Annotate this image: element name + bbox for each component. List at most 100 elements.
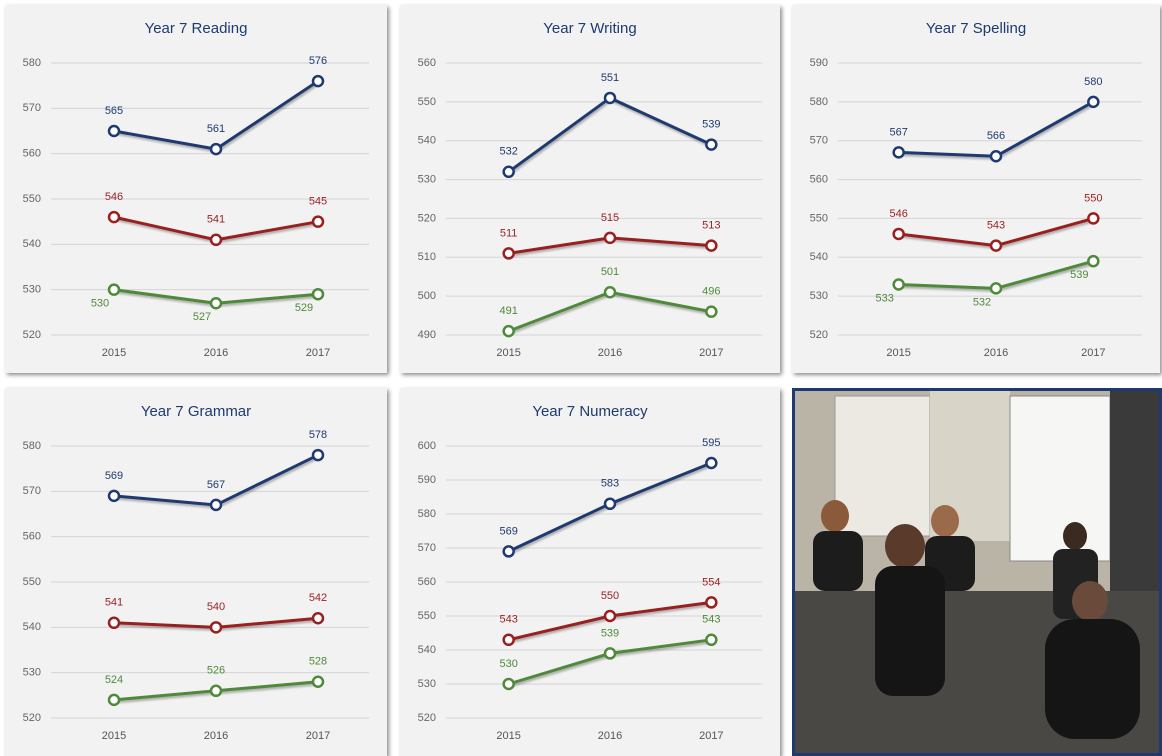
data-point: [705, 239, 718, 252]
data-point: [107, 210, 121, 224]
data-label: 539: [702, 119, 720, 131]
y-tick-label: 580: [418, 508, 436, 520]
data-point: [502, 247, 515, 260]
data-label: 554: [702, 576, 720, 588]
data-point: [209, 684, 223, 698]
x-tick-label: 2015: [886, 347, 910, 359]
data-label: 550: [1084, 192, 1102, 204]
data-label: 569: [499, 525, 517, 537]
data-point: [1087, 254, 1100, 268]
data-label: 526: [207, 665, 225, 677]
y-tick-label: 530: [810, 290, 828, 302]
y-tick-label: 540: [23, 621, 41, 633]
chart-title: Year 7 Reading: [145, 20, 248, 37]
chart: Year 7 Writing 490 500 510 520 530 540 550 560 20…: [418, 20, 762, 359]
data-label: 550: [601, 590, 619, 602]
data-point: [989, 150, 1003, 163]
y-tick-label: 530: [418, 678, 436, 690]
chart-panel: Year 7 Numeracy 520 530 540 550 560 570 580 590 6…: [400, 388, 780, 756]
data-point: [311, 675, 325, 688]
data-point: [989, 282, 1003, 295]
x-tick-label: 2017: [699, 730, 723, 742]
data-label: 565: [105, 105, 123, 117]
data-point: [502, 324, 515, 338]
data-label: 543: [499, 614, 517, 626]
y-tick-label: 550: [23, 576, 41, 588]
y-tick-label: 560: [418, 57, 436, 69]
chart-title: Year 7 Numeracy: [532, 403, 648, 420]
y-tick-label: 550: [23, 193, 41, 205]
data-label: 529: [295, 302, 313, 314]
data-label: 530: [499, 658, 517, 670]
data-label: 543: [702, 614, 720, 626]
chart: Year 7 Numeracy 520 530 540 550 560 570 580 590 6…: [418, 403, 762, 742]
y-tick-label: 580: [23, 57, 41, 69]
photo-drawing: [795, 391, 1159, 753]
chart-panel: Year 7 Reading 520 530 540 550 560 570 580 2015 2…: [5, 5, 387, 373]
data-label: 527: [193, 311, 211, 323]
y-tick-label: 520: [418, 212, 436, 224]
y-tick-label: 560: [23, 531, 41, 543]
data-point: [1087, 95, 1100, 109]
y-tick-label: 600: [418, 440, 436, 452]
data-point: [603, 231, 617, 245]
data-point: [603, 609, 617, 623]
y-tick-label: 560: [23, 148, 41, 160]
data-label: 567: [889, 126, 907, 138]
data-label: 532: [973, 296, 991, 308]
series-line: [508, 638, 712, 686]
data-label: 511: [500, 227, 518, 239]
y-tick-label: 590: [418, 474, 436, 486]
y-tick-label: 590: [810, 57, 828, 69]
y-tick-label: 520: [810, 329, 828, 341]
data-label: 542: [309, 592, 327, 604]
data-point: [209, 621, 223, 634]
data-label: 539: [601, 627, 619, 639]
y-tick-label: 550: [418, 610, 436, 622]
chart: Year 7 Grammar 520 530 540 550 560 570 580 2015 2…: [23, 403, 369, 742]
data-label: 569: [105, 470, 123, 482]
data-point: [311, 215, 325, 228]
y-tick-label: 550: [418, 96, 436, 108]
data-point: [209, 297, 223, 310]
data-label: 528: [309, 656, 327, 668]
y-tick-label: 520: [418, 712, 436, 724]
y-tick-label: 580: [810, 96, 828, 108]
data-label: 533: [875, 292, 893, 304]
x-tick-label: 2017: [306, 730, 330, 742]
y-tick-label: 550: [810, 212, 828, 224]
data-point: [705, 456, 718, 470]
data-label: 501: [601, 266, 619, 278]
data-label: 541: [105, 597, 123, 609]
data-point: [603, 647, 617, 660]
y-tick-label: 510: [418, 251, 436, 263]
data-point: [107, 124, 121, 138]
data-point: [603, 91, 617, 105]
data-point: [107, 283, 121, 296]
data-label: 561: [207, 123, 225, 135]
chart-title: Year 7 Spelling: [926, 20, 1026, 37]
data-point: [209, 142, 223, 156]
y-tick-label: 560: [810, 173, 828, 185]
series-line: [113, 79, 319, 151]
y-tick-label: 520: [23, 712, 41, 724]
data-label: 532: [499, 146, 517, 158]
y-tick-label: 570: [23, 102, 41, 114]
y-tick-label: 540: [418, 644, 436, 656]
data-point: [311, 448, 325, 462]
classroom-photo: [792, 388, 1162, 756]
chart-panel: Year 7 Grammar 520 530 540 550 560 570 580 2015 2…: [5, 388, 387, 756]
data-point: [989, 239, 1003, 252]
data-label: 540: [207, 601, 225, 613]
chart-title: Year 7 Writing: [543, 20, 636, 37]
y-tick-label: 530: [418, 173, 436, 185]
data-point: [107, 693, 121, 707]
data-point: [1087, 212, 1100, 225]
y-tick-label: 570: [23, 485, 41, 497]
y-tick-label: 540: [418, 135, 436, 147]
chart-title: Year 7 Grammar: [141, 403, 251, 420]
data-point: [502, 633, 515, 647]
data-label: 491: [499, 305, 517, 317]
chart-panel: Year 7 Writing 490 500 510 520 530 540 550 560 20…: [400, 5, 780, 373]
